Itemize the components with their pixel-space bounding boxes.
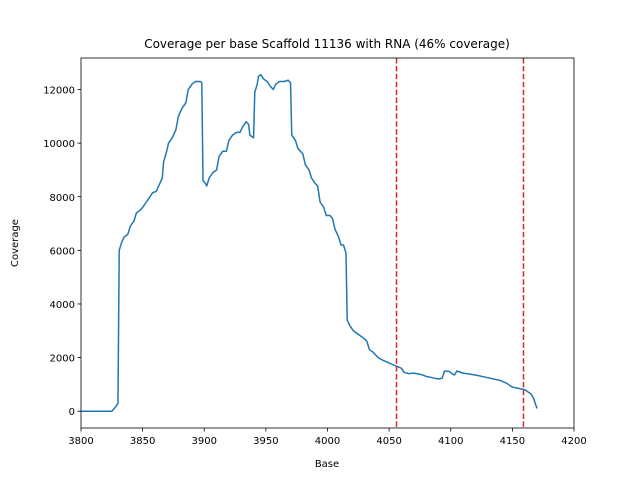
x-tick-label: 4100 (438, 436, 463, 447)
x-tick-label: 4200 (561, 436, 586, 447)
x-tick-label: 4000 (315, 436, 340, 447)
x-tick-label: 4050 (376, 436, 401, 447)
y-tick-label: 6000 (50, 246, 75, 257)
x-tick-label: 3900 (192, 436, 217, 447)
coverage-line (81, 74, 538, 412)
x-tick-label: 3800 (68, 436, 93, 447)
y-tick-label: 0 (69, 407, 75, 418)
y-axis-label: Coverage (10, 219, 21, 267)
x-tick-label: 3950 (253, 436, 278, 447)
x-axis-label: Base (315, 459, 339, 470)
y-tick-label: 8000 (50, 193, 75, 204)
y-tick-label: 4000 (50, 300, 75, 311)
plot-frame (80, 57, 575, 429)
y-tick-label: 12000 (43, 86, 75, 97)
x-tick-label: 4150 (500, 436, 525, 447)
chart-title: Coverage per base Scaffold 11136 with RN… (144, 37, 510, 51)
y-tick-label: 2000 (50, 354, 75, 365)
x-tick-label: 3850 (130, 436, 155, 447)
y-tick-label: 10000 (43, 139, 75, 150)
